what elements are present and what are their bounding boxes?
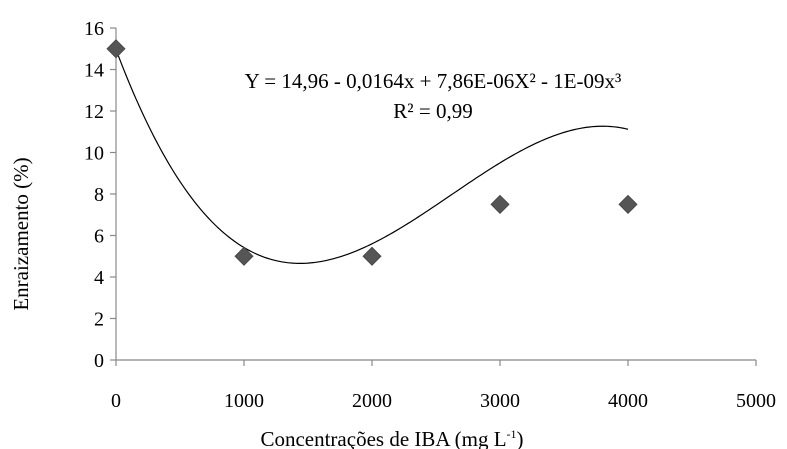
x-tick-label: 1000	[224, 390, 264, 412]
y-tick-label: 8	[94, 184, 104, 206]
axes	[110, 27, 757, 366]
equation-annotation: Y = 14,96 - 0,0164x + 7,86E-06X² - 1E-09…	[245, 69, 622, 93]
x-tick-label: 5000	[736, 390, 776, 412]
y-tick-label: 2	[94, 309, 104, 331]
x-tick-label: 0	[111, 390, 121, 412]
data-point	[618, 194, 638, 214]
trendline-layer	[115, 49, 629, 264]
data-point	[362, 246, 382, 266]
x-axis-title-close: )	[517, 427, 524, 449]
x-tick-label: 2000	[352, 390, 392, 412]
y-tick-label: 14	[84, 60, 104, 82]
y-tick-label: 6	[94, 226, 104, 248]
r-squared-annotation: R² = 0,99	[393, 99, 472, 123]
data-point	[234, 246, 254, 266]
y-tick-label: 12	[84, 101, 104, 123]
y-tick-label: 4	[94, 267, 104, 289]
y-tick-label: 0	[94, 350, 104, 372]
data-points	[106, 39, 638, 266]
y-tick-label: 10	[84, 143, 104, 165]
y-axis-title: Enraizamento (%)	[9, 157, 33, 310]
data-point	[490, 194, 510, 214]
x-axis-title-sup: -1	[507, 427, 517, 441]
x-tick-label: 4000	[608, 390, 648, 412]
x-tick-label: 3000	[480, 390, 520, 412]
x-axis-title: Concentrações de IBA (mg L-1)	[260, 427, 523, 449]
trendline	[115, 49, 629, 264]
x-axis-title-main: Concentrações de IBA (mg L	[260, 427, 506, 449]
tick-labels: 0 2 4 6 8 10 12 14 16 0 1000 2000 3000 4000 5000	[84, 18, 776, 412]
y-tick-label: 16	[84, 18, 104, 40]
data-point	[106, 39, 126, 59]
